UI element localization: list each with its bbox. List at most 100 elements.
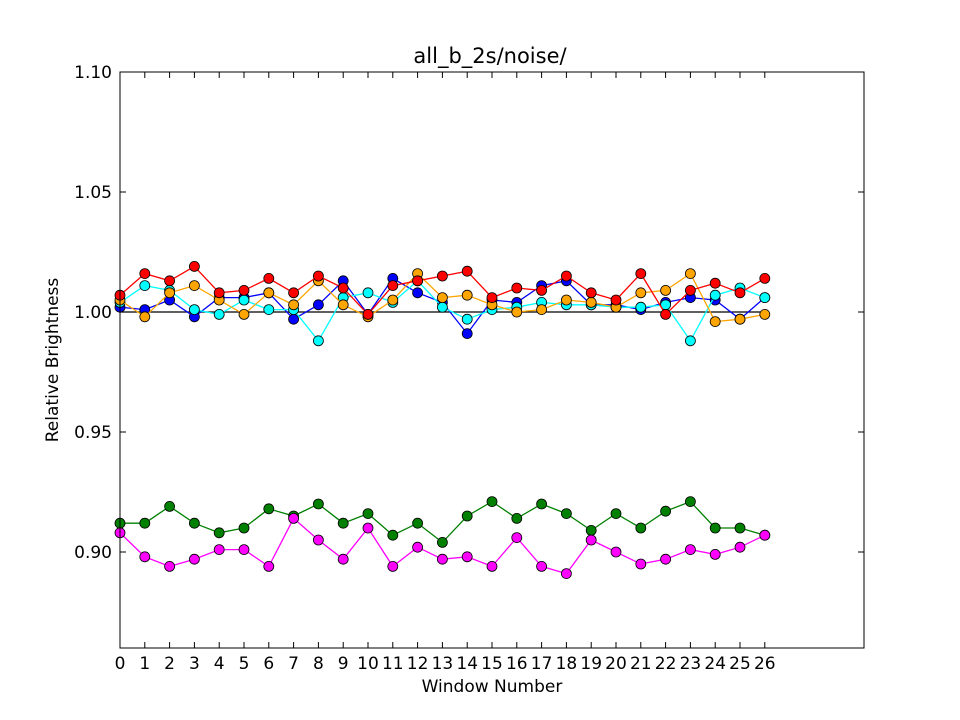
- data-point: [412, 541, 424, 553]
- data-point: [461, 551, 473, 563]
- data-point: [436, 553, 448, 565]
- data-point: [139, 551, 151, 563]
- data-point: [759, 308, 771, 320]
- data-point: [709, 316, 721, 328]
- data-point: [685, 544, 696, 555]
- data-point: [164, 275, 176, 287]
- data-point: [213, 308, 225, 320]
- data-point: [734, 313, 746, 325]
- tick-layer: 0 1 2 3 4 5 6 7 8 9 10 11 12 13 14 15 16 17 18 19 20 21 22 23 24…: [74, 63, 864, 674]
- data-point: [660, 284, 671, 296]
- data-point: [660, 553, 671, 565]
- data-point: [486, 292, 498, 304]
- data-point: [238, 544, 250, 555]
- data-point: [288, 313, 300, 325]
- data-point: [312, 335, 324, 347]
- series-3: [114, 260, 771, 320]
- data-point: [288, 513, 300, 524]
- y-tick-label: 1.00: [74, 303, 112, 323]
- x-tick-label: 3: [189, 654, 200, 674]
- data-point: [139, 280, 151, 292]
- data-point: [238, 308, 250, 320]
- data-point: [486, 496, 498, 508]
- series-5: [114, 513, 771, 579]
- data-point: [188, 553, 200, 565]
- data-point: [139, 268, 151, 280]
- data-point: [709, 522, 721, 534]
- x-tick-label: 2: [164, 654, 175, 674]
- x-tick-label: 26: [754, 654, 776, 674]
- data-point: [585, 525, 597, 536]
- series-2: [114, 268, 771, 328]
- data-point: [635, 287, 647, 299]
- data-point: [412, 275, 424, 287]
- data-point: [213, 544, 225, 555]
- data-point: [412, 287, 424, 299]
- x-tick-label: 18: [556, 654, 578, 674]
- data-point: [536, 304, 547, 316]
- x-tick-label: 20: [605, 654, 627, 674]
- x-tick-label: 7: [288, 654, 299, 674]
- data-point: [461, 313, 473, 325]
- data-point: [362, 522, 374, 534]
- x-tick-label: 15: [481, 654, 503, 674]
- data-point: [387, 280, 399, 292]
- x-tick-label: 1: [139, 654, 150, 674]
- data-point: [734, 541, 746, 553]
- data-point: [263, 287, 275, 299]
- data-point: [685, 496, 696, 508]
- x-tick-label: 14: [456, 654, 478, 674]
- x-tick-label: 10: [357, 654, 379, 674]
- data-point: [188, 280, 200, 292]
- data-point: [759, 529, 771, 541]
- data-point: [263, 272, 275, 284]
- x-tick-label: 16: [506, 654, 528, 674]
- y-tick-label: 1.05: [74, 183, 112, 203]
- x-tick-label: 23: [680, 654, 702, 674]
- data-point: [536, 284, 547, 296]
- data-point: [164, 287, 176, 299]
- data-point: [337, 517, 349, 529]
- data-point: [635, 301, 647, 313]
- x-tick-label: 17: [531, 654, 553, 674]
- x-tick-label: 13: [432, 654, 454, 674]
- x-tick-label: 21: [630, 654, 652, 674]
- series-layer: [114, 260, 771, 579]
- data-point: [387, 529, 399, 541]
- data-point: [511, 306, 523, 318]
- data-point: [263, 304, 275, 316]
- chart-title: all_b_2s/noise/: [413, 44, 567, 69]
- data-point: [461, 265, 473, 277]
- data-point: [164, 561, 176, 572]
- data-point: [561, 294, 572, 306]
- data-point: [238, 284, 250, 296]
- data-point: [536, 561, 547, 572]
- x-tick-label: 11: [382, 654, 404, 674]
- data-point: [188, 304, 200, 316]
- data-point: [511, 513, 523, 524]
- data-point: [734, 287, 746, 299]
- data-point: [585, 287, 597, 299]
- data-point: [362, 308, 374, 320]
- x-tick-label: 24: [704, 654, 726, 674]
- data-point: [213, 527, 225, 539]
- x-tick-label: 25: [729, 654, 751, 674]
- data-point: [312, 498, 324, 510]
- data-point: [238, 294, 250, 306]
- data-point: [263, 561, 275, 572]
- data-point: [486, 561, 498, 572]
- data-point: [337, 553, 349, 565]
- x-tick-label: 22: [655, 654, 677, 674]
- data-point: [337, 299, 349, 311]
- data-point: [635, 522, 647, 534]
- data-point: [288, 299, 300, 311]
- x-axis-title: Window Number: [422, 677, 563, 697]
- data-point: [436, 292, 448, 304]
- data-point: [660, 308, 671, 320]
- data-point: [436, 270, 448, 282]
- x-tick-label: 5: [239, 654, 250, 674]
- x-tick-label: 19: [580, 654, 602, 674]
- data-point: [536, 498, 547, 510]
- data-point: [263, 503, 275, 515]
- data-point: [461, 328, 473, 340]
